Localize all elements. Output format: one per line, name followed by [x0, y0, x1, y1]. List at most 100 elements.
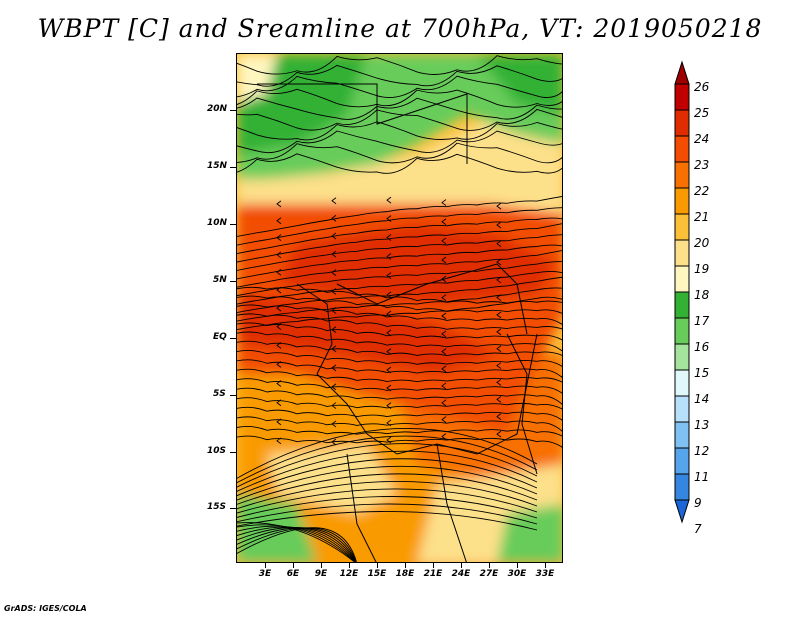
lat-label-10n: 10N: [207, 218, 228, 228]
streamline: [237, 387, 562, 405]
lon-label-21e: 21E: [423, 569, 443, 579]
streamline-arrow: [441, 416, 447, 423]
streamline-arrow: [496, 413, 502, 420]
streamline: [237, 313, 562, 330]
streamline-arrow: [496, 276, 502, 284]
streamline: [237, 368, 562, 383]
streamline-arrow: [441, 275, 447, 283]
lat-label-15n: 15N: [207, 161, 228, 171]
streamline: [237, 261, 562, 297]
streamline-arrow: [276, 418, 282, 426]
colorbar-label: 14: [694, 392, 710, 406]
shade-central-core: [277, 224, 557, 304]
lon-tick: [489, 563, 490, 568]
streamline-arrow: [331, 326, 337, 333]
streamline-arrow: [441, 330, 447, 338]
streamline-arrow: [331, 383, 337, 391]
colorbar-label: 26: [694, 80, 710, 94]
streamline-south: [237, 435, 538, 484]
streamline-arrow: [331, 345, 337, 353]
boundary-north: [257, 83, 468, 164]
streamline: [237, 378, 562, 394]
streamline-north: [237, 153, 562, 174]
streamline-arrow: [386, 329, 392, 337]
streamline-arrow: [276, 286, 282, 294]
chart-title: WBPT [C] and Sreamline at 700hPa, VT: 20…: [37, 14, 763, 43]
streamline-arrow: [386, 402, 392, 409]
streamline-arrow: [386, 348, 392, 355]
streamline-arrow: [386, 253, 392, 260]
streamline: [237, 435, 562, 448]
streamline: [237, 359, 562, 378]
streamline: [237, 295, 562, 314]
streamline-north: [237, 75, 562, 98]
streamline-arrow: [386, 234, 392, 241]
lon-tick: [349, 563, 350, 568]
streamline-north: [237, 88, 562, 108]
boundary-south: [346, 453, 377, 562]
boundary-south-central: [366, 333, 538, 455]
colorbar-swatch: [674, 317, 690, 345]
streamline: [237, 286, 562, 304]
streamline-arrow: [386, 215, 392, 223]
colorbar-label: 12: [694, 444, 710, 458]
streamline-southwest: [237, 526, 356, 562]
streamline-southwest: [237, 527, 357, 562]
streamline-arrow: [496, 221, 502, 229]
streamline-arrow: [441, 433, 447, 440]
colorbar-swatch: [674, 187, 690, 215]
lon-label-33e: 33E: [535, 569, 555, 579]
lat-tick: [230, 338, 236, 339]
streamline-south: [237, 481, 538, 510]
streamline-arrow: [276, 380, 282, 387]
lon-label-3e: 3E: [258, 569, 272, 579]
streamline-south: [237, 458, 538, 497]
lon-tick: [517, 563, 518, 568]
colorbar-label: 20: [694, 236, 710, 250]
streamline-arrow: [331, 438, 337, 446]
streamline-arrow: [496, 379, 502, 386]
lon-label-9e: 9E: [314, 569, 328, 579]
lon-label-6e: 6E: [286, 569, 300, 579]
streamline: [237, 276, 562, 313]
colorbar-swatch: [674, 135, 690, 163]
streamline-arrow: [331, 420, 337, 428]
streamline-arrow: [496, 345, 502, 353]
lake-rift: [506, 333, 538, 475]
streamline: [237, 397, 562, 410]
streamline-arrow: [276, 217, 282, 225]
colorbar-swatch: [674, 109, 690, 137]
lon-label-18e: 18E: [395, 569, 415, 579]
streamline: [237, 217, 562, 254]
streamline-south: [237, 465, 538, 501]
streamline: [237, 223, 562, 263]
streamline-arrow: [331, 214, 337, 222]
streamline-arrow: [276, 200, 282, 208]
lat-tick: [230, 224, 236, 225]
colorbar-bottom-triangle: [674, 499, 690, 524]
colorbar-swatch: [674, 343, 690, 371]
streamline-arrow: [276, 399, 282, 407]
streamline-arrow: [276, 251, 282, 259]
streamline-arrow: [386, 291, 392, 299]
colorbar-label: 22: [694, 184, 710, 198]
streamline: [237, 270, 562, 305]
streamline-arrow: [386, 384, 392, 392]
colorbar-label: 13: [694, 418, 710, 432]
streamline: [237, 416, 562, 432]
lon-tick: [265, 563, 266, 568]
streamline-arrow: [331, 364, 337, 372]
streamlines: [237, 55, 562, 562]
streamline: [237, 304, 562, 325]
colorbar-swatch: [674, 395, 690, 423]
streamline-arrow: [276, 268, 282, 276]
lon-tick: [545, 563, 546, 568]
colorbar-label: 24: [694, 132, 710, 146]
lat-tick: [230, 167, 236, 168]
streamline-arrow: [331, 269, 337, 276]
streamline-south: [237, 511, 538, 531]
streamline-south: [237, 503, 538, 525]
streamline-arrow: [441, 218, 447, 226]
colorbar: [674, 60, 690, 524]
streamline-south: [237, 450, 538, 492]
